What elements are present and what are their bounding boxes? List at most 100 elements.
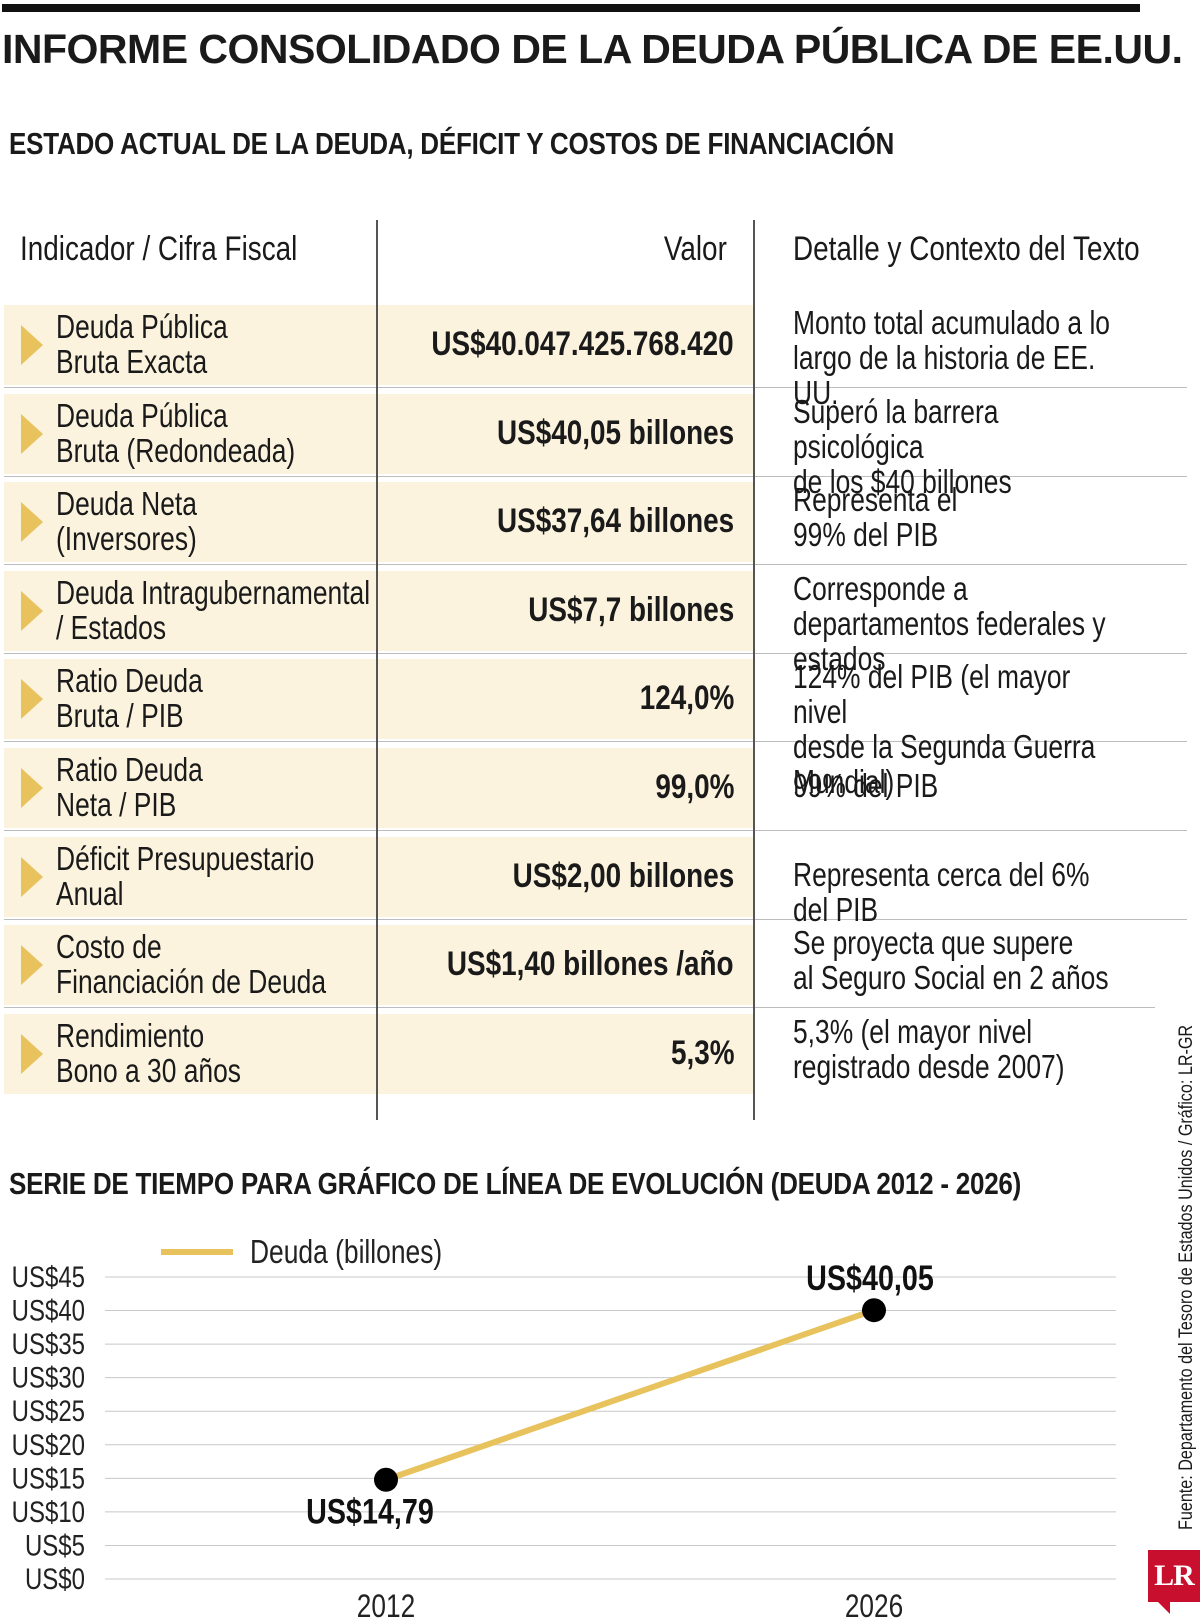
row-separator — [4, 1007, 376, 1009]
row-separator — [755, 652, 1187, 654]
detail-cell: 99% del PIB — [793, 767, 939, 804]
row-separator — [378, 387, 753, 388]
row-shade — [378, 570, 753, 651]
row-separator — [755, 1007, 1155, 1009]
detail-cell: 124% del PIB (el mayor nivel desde la Se… — [793, 658, 1096, 801]
data-label: US$40,05 — [806, 1259, 934, 1298]
detail-cell: Representa el 99% del PIB — [793, 481, 958, 554]
table-row: Costo de Financiación de Deuda US$1,40 bi… — [0, 923, 1200, 1009]
row-separator — [4, 830, 376, 831]
detail-cell: Representa cerca del 6% del PIB — [793, 855, 1090, 928]
indicator-label: Deuda Intragubernamental / Estados — [56, 573, 371, 646]
row-separator — [755, 741, 1187, 743]
header-value: Valor — [663, 230, 727, 268]
y-tick-label: US$30 — [12, 1360, 85, 1394]
row-shade — [378, 659, 753, 740]
row-separator — [378, 918, 753, 920]
legend-label: Deuda (billones) — [250, 1234, 442, 1270]
y-tick-label: US$10 — [12, 1494, 85, 1528]
row-shade — [4, 305, 376, 385]
table-row: Déficit Presupuestario Anual US$2,00 bill… — [0, 835, 1200, 927]
indicator-label: Deuda Pública Bruta (Redondeada) — [56, 396, 296, 469]
row-separator — [755, 830, 1187, 831]
column-divider — [376, 220, 378, 1120]
row-shade — [378, 1013, 753, 1094]
row-separator — [755, 564, 1187, 566]
row-shade — [4, 748, 376, 828]
row-separator — [4, 652, 376, 654]
row-shade — [4, 659, 376, 740]
debt-line-chart: US$0US$5US$10US$15US$20US$25US$30US$35US… — [12, 1234, 1116, 1619]
row-shade — [4, 482, 376, 563]
value-cell: 99,0% — [654, 768, 734, 806]
row-separator — [755, 387, 1187, 388]
detail-cell: Se proyecta que supere al Seguro Social … — [793, 924, 1109, 997]
row-separator — [378, 1007, 753, 1009]
table-section-title: ESTADO ACTUAL DE LA DEUDA, DÉFICIT Y COS… — [9, 126, 895, 161]
table-row: Ratio Deuda Bruta / PIB 124,0% 124% del PI… — [0, 657, 1200, 799]
indicator-label: Deuda Pública Bruta Exacta — [56, 308, 228, 380]
y-tick-label: US$25 — [12, 1394, 85, 1428]
data-point — [862, 1298, 886, 1323]
row-shade — [4, 836, 376, 917]
value-cell: US$40.047.425.768.420 — [431, 325, 734, 363]
value-cell: US$37,64 billones — [496, 502, 734, 541]
y-tick-label: US$45 — [12, 1259, 85, 1293]
y-tick-label: US$15 — [12, 1461, 85, 1495]
table-row: Deuda Intragubernamental / Estados US$7,7… — [0, 569, 1200, 676]
row-separator — [4, 387, 376, 388]
y-tick-label: US$0 — [25, 1561, 85, 1595]
detail-cell: Monto total acumulado a lo largo de la h… — [793, 304, 1110, 411]
row-marker-icon — [21, 325, 43, 365]
row-marker-icon — [21, 1033, 43, 1074]
y-tick-label: US$5 — [25, 1528, 85, 1562]
row-marker-icon — [21, 502, 43, 543]
chart-title: SERIE DE TIEMPO PARA GRÁFICO DE LÍNEA DE… — [9, 1166, 1022, 1201]
detail-cell: Superó la barrera psicológica de los $40… — [793, 392, 1012, 500]
row-marker-icon — [21, 679, 43, 720]
table-row: Deuda Pública Bruta (Redondeada) US$40,05… — [0, 392, 1200, 499]
row-separator — [378, 475, 753, 477]
row-marker-icon — [21, 590, 43, 631]
row-marker-icon — [21, 945, 43, 986]
row-marker-icon — [21, 856, 43, 897]
data-label: US$14,79 — [306, 1492, 434, 1531]
row-separator — [378, 652, 753, 654]
series-line-deuda — [385, 1307, 875, 1483]
x-tick-label: 2012 — [357, 1590, 415, 1619]
table-row: Deuda Pública Bruta Exacta US$40.047.425.… — [0, 303, 1200, 410]
indicator-label: Rendimiento Bono a 30 años — [56, 1016, 241, 1089]
debt-table: Indicador / Cifra Fiscal Valor Detalle y… — [0, 220, 1200, 1120]
row-separator — [4, 564, 376, 566]
row-separator — [755, 918, 1187, 920]
row-separator — [4, 741, 376, 743]
source-note: Fuente: Departamento del Tesoro de Estad… — [1176, 1024, 1197, 1530]
row-marker-icon — [21, 768, 43, 808]
row-shade — [378, 305, 753, 385]
row-separator — [378, 741, 753, 743]
indicator-label: Ratio Deuda Neta / PIB — [56, 751, 203, 823]
row-shade — [378, 925, 753, 1006]
row-shade — [378, 836, 753, 917]
value-cell: 5,3% — [670, 1033, 734, 1072]
row-separator — [4, 475, 376, 477]
column-divider — [753, 220, 755, 1120]
value-cell: US$2,00 billones — [512, 856, 734, 895]
row-separator — [755, 475, 1187, 477]
row-shade — [4, 1013, 376, 1094]
table-row: Deuda Neta (Inversores) US$37,64 billones… — [0, 480, 1200, 566]
indicator-label: Costo de Financiación de Deuda — [56, 928, 327, 1001]
value-cell: US$7,7 billones — [527, 590, 734, 629]
value-cell: 124,0% — [639, 679, 734, 718]
row-shade — [378, 393, 753, 474]
row-separator — [4, 918, 376, 920]
indicator-label: Déficit Presupuestario Anual — [56, 839, 315, 912]
header-detail: Detalle y Contexto del Texto — [793, 230, 1140, 268]
value-cell: US$40,05 billones — [496, 413, 734, 452]
value-cell: US$1,40 billones /año — [447, 945, 734, 984]
row-separator — [378, 564, 753, 566]
indicator-label: Deuda Neta (Inversores) — [56, 485, 197, 558]
row-shade — [378, 748, 753, 828]
row-separator — [378, 830, 753, 831]
detail-cell: 5,3% (el mayor nivel registrado desde 20… — [793, 1012, 1065, 1085]
